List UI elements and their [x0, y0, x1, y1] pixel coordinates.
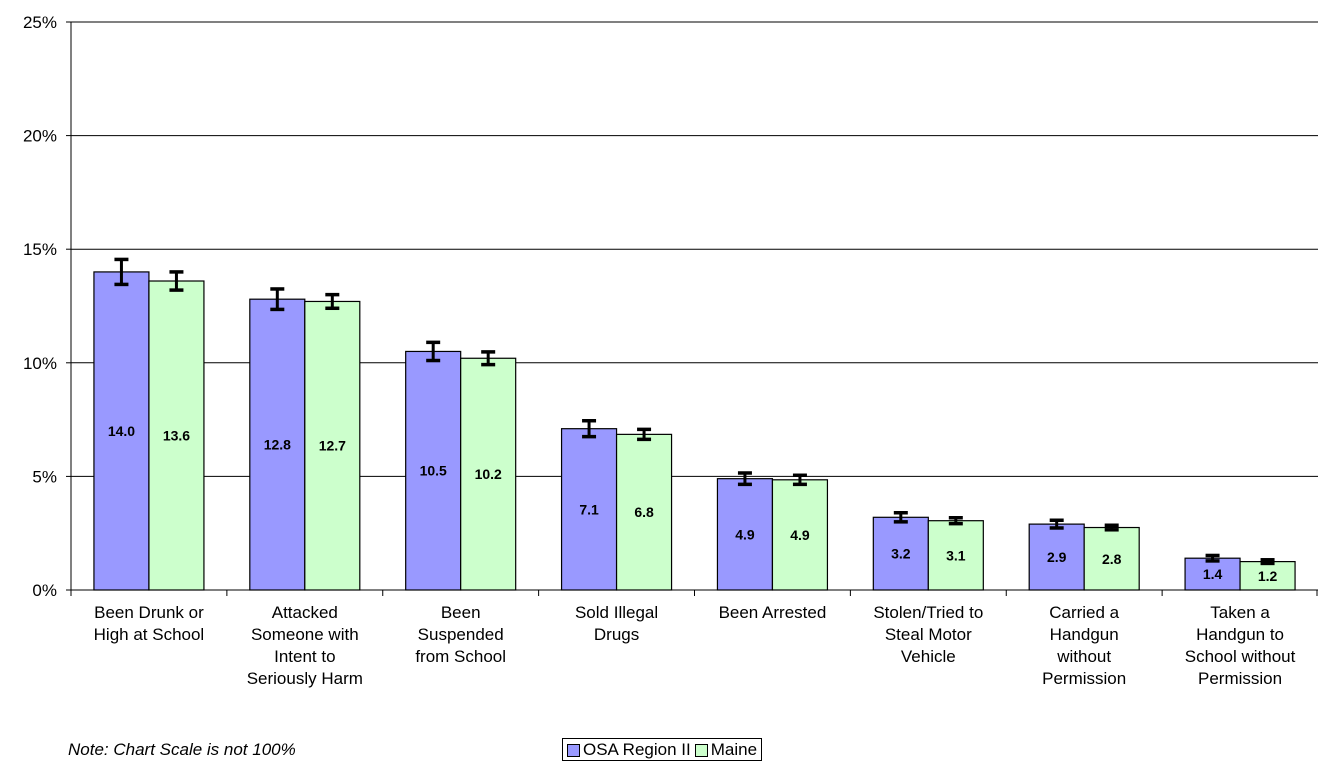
bar [148, 280, 205, 591]
legend-item-maine: Maine [694, 740, 758, 760]
bar [872, 516, 929, 591]
bar [1028, 523, 1085, 591]
bar [1239, 560, 1296, 591]
category-label: Sold Illegal Drugs [575, 603, 658, 644]
data-label: 4.9 [790, 527, 810, 543]
legend-label-region: OSA Region II [583, 740, 691, 759]
category-label-line: Handgun [1050, 625, 1119, 644]
legend: OSA Region II Maine [562, 738, 763, 761]
category-label: Attacked Someone with Intent to Seriously H… [247, 603, 363, 688]
y-tick-label: 15% [23, 240, 57, 259]
category-label-line: Taken a [1210, 603, 1270, 622]
category-label: Stolen/Tried to Steal Motor Vehicle [873, 603, 983, 666]
category-label-line: Intent to [274, 647, 335, 666]
category-label-line: Sold Illegal [575, 603, 658, 622]
category-label-line: Suspended [418, 625, 504, 644]
data-label: 2.9 [1047, 549, 1067, 565]
category-label-line: Stolen/Tried to [873, 603, 983, 622]
bar [460, 357, 517, 591]
category-label-line: Carried a [1049, 603, 1119, 622]
data-label: 12.8 [264, 437, 291, 453]
data-label: 10.5 [420, 463, 447, 479]
data-label: 10.2 [475, 466, 502, 482]
legend-label-maine: Maine [710, 740, 758, 759]
bar [716, 478, 774, 591]
data-label: 6.8 [634, 504, 654, 520]
bar [405, 350, 462, 591]
data-label: 2.8 [1102, 551, 1122, 567]
y-tick-label: 0% [32, 581, 57, 600]
category-label-line: Been Arrested [719, 603, 827, 622]
category-label-line: Been Drunk or [94, 603, 204, 622]
category-label-line: Permission [1198, 669, 1282, 688]
data-label: 1.4 [1203, 566, 1223, 582]
category-label-line: Permission [1042, 669, 1126, 688]
bar [771, 479, 829, 591]
data-label: 3.1 [946, 547, 966, 563]
data-label: 3.2 [891, 546, 911, 562]
category-label-line: from School [415, 647, 506, 666]
legend-swatch-maine [694, 743, 708, 757]
bar [1184, 557, 1241, 591]
bar-chart: 0% 5% 10% 15% 20% 25% 14.0 13.6 Been Drunk or Hig… [23, 13, 1318, 688]
category-label-line: Someone with [251, 625, 359, 644]
category-label: Been Suspended from School [415, 603, 506, 666]
category-label-line: Steal Motor [885, 625, 972, 644]
data-label: 7.1 [579, 501, 599, 517]
category-label-line: Vehicle [901, 647, 956, 666]
chart-note: Note: Chart Scale is not 100% [68, 740, 296, 759]
data-label: 13.6 [163, 428, 190, 444]
category-label-line: Handgun to [1196, 625, 1284, 644]
category-label-line: School without [1185, 647, 1296, 666]
y-tick-label: 5% [32, 467, 57, 486]
category-label-line: Been [441, 603, 481, 622]
category-label-line: Drugs [594, 625, 639, 644]
legend-item-region: OSA Region II [567, 740, 691, 760]
data-label: 12.7 [319, 438, 346, 454]
y-tick-label: 10% [23, 354, 57, 373]
data-label: 1.2 [1258, 568, 1278, 584]
category-label: Been Arrested [719, 603, 827, 622]
category-label: Been Drunk or High at School [94, 603, 205, 644]
category-label-line: Attacked [272, 603, 338, 622]
y-tick-label: 25% [23, 13, 57, 32]
category-label: Taken a Handgun to School without Permissio… [1185, 603, 1296, 688]
data-label: 14.0 [108, 423, 135, 439]
legend-swatch-region [567, 743, 580, 757]
bar [560, 428, 618, 591]
category-label-line: Seriously Harm [247, 669, 363, 688]
data-label: 4.9 [735, 526, 755, 542]
y-tick-label: 20% [23, 127, 57, 146]
category-label: Carried a Handgun without Permission [1042, 603, 1126, 688]
bar [927, 520, 984, 591]
category-label-line: without [1056, 647, 1111, 666]
category-label-line: High at School [94, 625, 205, 644]
bar [615, 433, 673, 591]
